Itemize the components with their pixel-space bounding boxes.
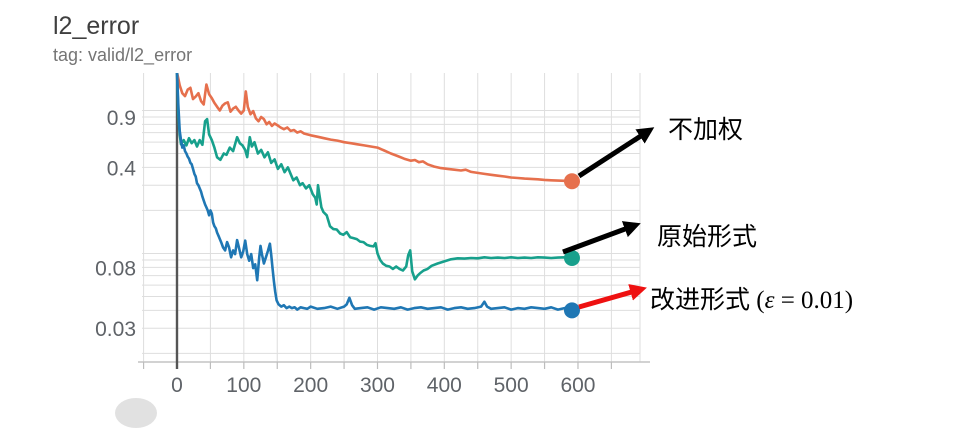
annotation-original-label: 原始形式 <box>657 223 758 251</box>
series-endpoint-original <box>563 249 580 266</box>
series-endpoint-unweighted <box>563 173 580 190</box>
x-tick-label: 200 <box>293 374 328 397</box>
series-lines <box>175 73 580 312</box>
y-tick-label: 0.9 <box>107 107 136 130</box>
chart-title: l2_error <box>53 12 140 40</box>
series-line-unweighted <box>175 73 580 183</box>
axes <box>138 73 650 369</box>
annotation-unweighted-label: 不加权 <box>668 116 744 144</box>
y-tick-label: 0.08 <box>95 257 136 280</box>
series-line-original <box>175 73 580 281</box>
series-line-improved <box>175 73 580 312</box>
annotation-arrow-unweighted <box>577 127 655 179</box>
chart-header: l2_error tag: valid/l2_error <box>53 12 192 65</box>
x-tick-label: 300 <box>360 374 395 397</box>
y-tick-label: 0.03 <box>95 318 136 341</box>
gridlines <box>142 73 641 362</box>
x-tick-label: 600 <box>560 374 595 397</box>
annotation-arrow-improved <box>578 284 647 310</box>
annotation-unweighted: 不加权 <box>668 110 743 146</box>
chart-tag: tag: valid/l2_error <box>53 44 193 65</box>
annotation-improved-math-open: ( <box>750 287 765 314</box>
annotation-improved-epsilon: ε <box>764 287 775 314</box>
annotation-improved-math-value: = 0.01) <box>774 287 854 314</box>
y-tick-label: 0.4 <box>107 157 137 180</box>
annotation-original: 原始形式 <box>657 217 757 253</box>
x-tick-label: 0 <box>171 374 183 397</box>
x-tick-label: 100 <box>226 374 261 397</box>
watermark-dome <box>115 398 157 428</box>
axis-labels: 0 100 200 300 400 500 600 0.9 0.4 0.08 0.03 <box>95 107 595 397</box>
annotation-improved-label: 改进形式 <box>650 286 751 314</box>
annotation-improved: 改进形式 (ε = 0.01) <box>650 280 853 316</box>
x-tick-label: 400 <box>427 374 462 397</box>
x-tick-label: 500 <box>494 374 529 397</box>
annotation-arrow-original <box>562 221 641 255</box>
series-endpoint-improved <box>563 302 580 319</box>
